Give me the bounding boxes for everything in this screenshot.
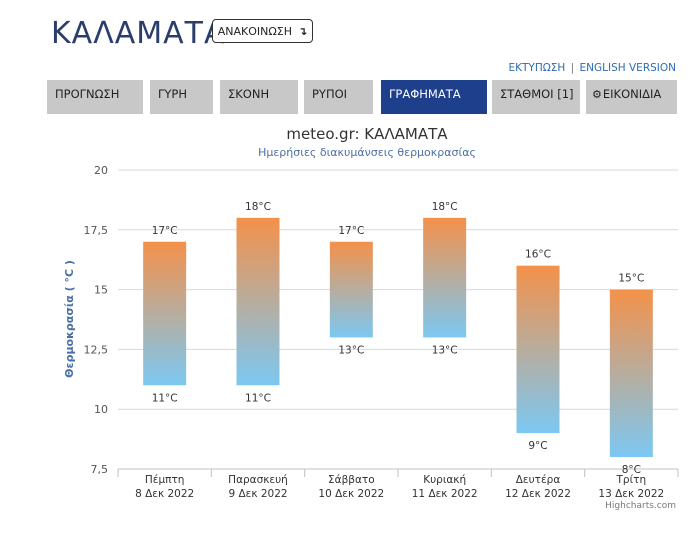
english-version-link[interactable]: ENGLISH VERSION bbox=[579, 62, 676, 74]
tab-forecast[interactable]: ΠΡΟΓΝΩΣΗ bbox=[47, 80, 143, 114]
low-temp-label: 9°C bbox=[528, 440, 547, 452]
x-tick-day: Δευτέρα bbox=[516, 474, 561, 486]
high-temp-label: 17°C bbox=[152, 225, 178, 237]
temperature-range-bar bbox=[329, 241, 373, 338]
high-temp-label: 17°C bbox=[338, 225, 364, 237]
low-temp-label: 13°C bbox=[338, 344, 364, 356]
x-tick-day: Τρίτη bbox=[616, 474, 647, 486]
top-links: ΕΚΤΥΠΩΣΗ | ENGLISH VERSION bbox=[509, 62, 677, 74]
tab-icons[interactable]: ⚙ΕΙΚΟΝΙΔΙΑ bbox=[586, 80, 677, 114]
page-title: ΚΑΛΑΜΑΤΑ bbox=[51, 16, 226, 51]
tab-pollutants[interactable]: ΡΥΠΟΙ bbox=[304, 80, 373, 114]
tab-label: ΠΡΟΓΝΩΣΗ bbox=[55, 87, 120, 101]
high-temp-label: 18°C bbox=[432, 201, 458, 213]
temperature-range-bar bbox=[236, 217, 280, 386]
announcement-label: ΑΝΑΚΟΙΝΩΣΗ bbox=[217, 24, 293, 38]
tab-label: ΓΥΡΗ bbox=[158, 87, 188, 101]
x-tick-date: 8 Δεκ 2022 bbox=[135, 488, 194, 500]
tab-label: ΡΥΠΟΙ bbox=[312, 87, 348, 101]
high-temp-label: 15°C bbox=[618, 273, 644, 285]
x-tick-date: 9 Δεκ 2022 bbox=[228, 488, 287, 500]
print-link[interactable]: ΕΚΤΥΠΩΣΗ bbox=[508, 62, 566, 74]
low-temp-label: 11°C bbox=[152, 392, 178, 404]
bars bbox=[143, 217, 653, 458]
x-axis-ticks: Πέμπτη 8 Δεκ 2022 Παρασκευή 9 Δεκ 2022 Σάββα… bbox=[117, 469, 679, 500]
tab-dust[interactable]: ΣΚΟΝΗ bbox=[220, 80, 298, 114]
chart-title: meteo.gr: ΚΑΛΑΜΑΤΑ bbox=[286, 125, 448, 143]
y-tick-label: 7,5 bbox=[91, 463, 109, 476]
x-tick-date: 12 Δεκ 2022 bbox=[505, 488, 571, 500]
tab-label: ΓΡΑΦΗΜΑΤΑ bbox=[389, 87, 461, 101]
tab-label: ΣΚΟΝΗ bbox=[228, 87, 270, 101]
high-temp-label: 16°C bbox=[525, 249, 551, 261]
x-tick-date: 10 Δεκ 2022 bbox=[318, 488, 384, 500]
temperature-range-bar bbox=[423, 217, 467, 338]
data-labels: 17°C 11°C 18°C 11°C 17°C 13°C 18°C 13°C 16°C 9°C 1… bbox=[152, 201, 645, 476]
low-temp-label: 13°C bbox=[432, 344, 458, 356]
y-tick-label: 17,5 bbox=[84, 224, 109, 237]
high-temp-label: 18°C bbox=[245, 201, 271, 213]
x-tick-day: Σάββατο bbox=[328, 474, 375, 486]
temperature-range-bar bbox=[609, 289, 653, 458]
y-axis-ticks: 7,5 10 12,5 15 17,5 20 bbox=[84, 164, 109, 476]
link-separator: | bbox=[570, 62, 575, 74]
x-tick-date: 13 Δεκ 2022 bbox=[598, 488, 664, 500]
tab-label: ΕΙΚΟΝΙΔΙΑ bbox=[602, 87, 662, 101]
tab-stations[interactable]: ΣΤΑΘΜΟΙ [1] bbox=[492, 80, 580, 114]
credits: Highcharts.com bbox=[605, 501, 676, 511]
arrow-down-return-icon: ↴ bbox=[298, 24, 308, 38]
y-tick-label: 20 bbox=[94, 164, 108, 177]
tab-charts[interactable]: ΓΡΑΦΗΜΑΤΑ bbox=[381, 80, 487, 114]
y-tick-label: 15 bbox=[94, 284, 108, 297]
y-tick-label: 10 bbox=[94, 403, 108, 416]
low-temp-label: 8°C bbox=[622, 464, 641, 476]
temperature-range-bar bbox=[143, 241, 187, 386]
gear-icon: ⚙ bbox=[592, 88, 602, 101]
tab-label: ΣΤΑΘΜΟΙ [1] bbox=[500, 87, 574, 101]
x-tick-day: Πέμπτη bbox=[145, 474, 185, 486]
grid-lines bbox=[118, 169, 678, 470]
low-temp-label: 11°C bbox=[245, 392, 271, 404]
x-tick-date: 11 Δεκ 2022 bbox=[412, 488, 478, 500]
x-tick-day: Κυριακή bbox=[423, 474, 466, 486]
y-tick-label: 12,5 bbox=[84, 343, 109, 356]
y-axis-title: Θερμοκρασία ( °C ) bbox=[63, 260, 76, 378]
chart-subtitle: Ημερήσιες διακυμάνσεις θερμοκρασίας bbox=[258, 146, 476, 159]
tab-pollen[interactable]: ΓΥΡΗ bbox=[150, 80, 213, 114]
x-tick-day: Παρασκευή bbox=[228, 474, 288, 486]
announcement-button[interactable]: ΑΝΑΚΟΙΝΩΣΗ ↴ bbox=[212, 19, 313, 43]
temperature-range-bar bbox=[516, 265, 560, 434]
